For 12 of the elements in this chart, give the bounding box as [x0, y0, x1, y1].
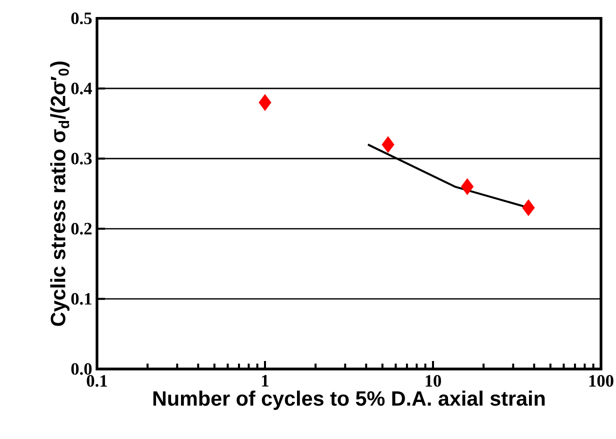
x-tick-label: 0.1	[86, 375, 107, 387]
y-axis-title: Cyclic stress ratio σ$_{d}$/(2σ′$_{0}$)	[50, 62, 70, 326]
x-tick-label: 100	[589, 375, 614, 387]
x-axis-title: Number of cycles to 5% D.A. axial strain	[153, 390, 545, 410]
y-tick-label: 0.2	[71, 222, 92, 235]
y-tick-label: 0.0	[71, 363, 92, 375]
y-tick-label: 0.5	[71, 12, 92, 24]
x-tick-label: 10	[426, 375, 442, 387]
y-tick-label: 0.4	[71, 82, 92, 94]
y-tick-label: 0.1	[71, 292, 92, 305]
y-tick-label: 0.3	[71, 152, 92, 164]
x-tick-label: 1	[262, 375, 268, 386]
